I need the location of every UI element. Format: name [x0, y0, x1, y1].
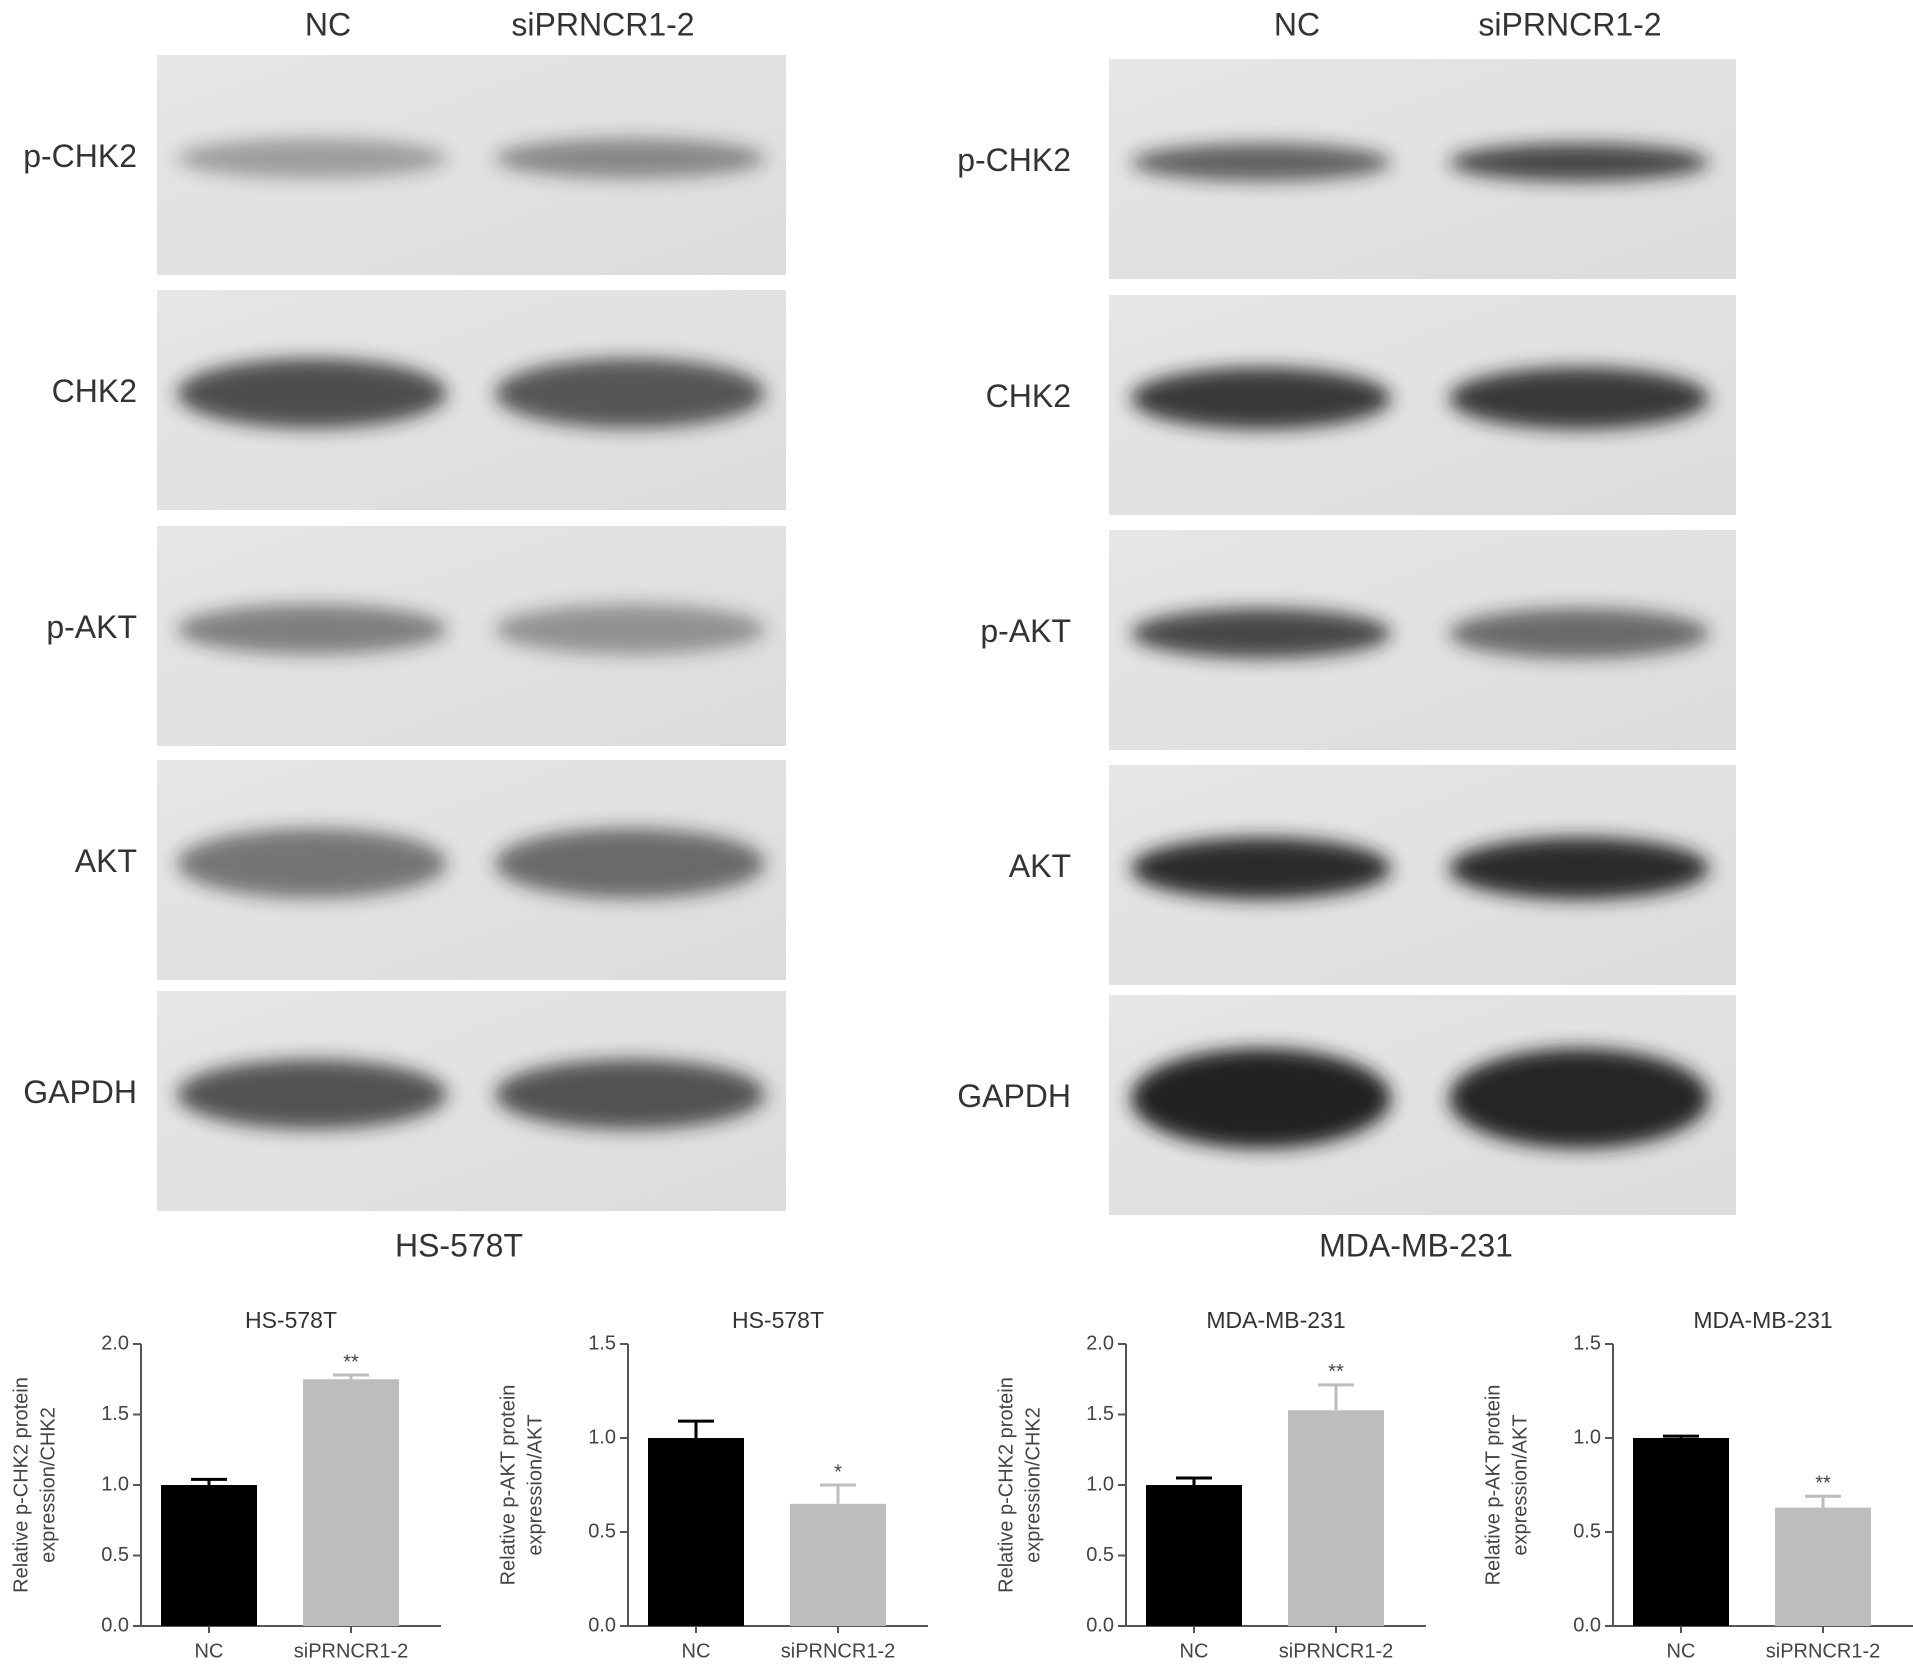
- x-tick-label: siPRNCR1-2: [1766, 1640, 1880, 1662]
- y-tick-label: 0.5: [101, 1544, 129, 1566]
- y-tick-label: 0.0: [1573, 1614, 1601, 1636]
- bar: [790, 1503, 886, 1626]
- bar: [161, 1485, 257, 1626]
- chart-title: HS-578T: [245, 1307, 337, 1333]
- blot-band: [177, 138, 447, 179]
- blot-band: [1131, 1048, 1391, 1149]
- blot-band: [177, 828, 447, 899]
- chart-title: MDA-MB-231: [1693, 1307, 1832, 1333]
- protein-label: GAPDH: [23, 1074, 137, 1110]
- y-axis-label: expression/AKT: [524, 1414, 546, 1555]
- blot-band: [1449, 1048, 1709, 1149]
- y-tick-label: 1.0: [588, 1426, 616, 1448]
- y-tick-label: 1.5: [588, 1332, 616, 1354]
- y-tick-label: 2.0: [1086, 1332, 1114, 1354]
- y-tick-label: 1.0: [1573, 1426, 1601, 1448]
- y-tick-label: 1.5: [101, 1403, 129, 1425]
- chart-title: HS-578T: [732, 1307, 824, 1333]
- bar: [1775, 1507, 1871, 1626]
- significance: **: [343, 1351, 359, 1373]
- lane-label: siPRNCR1-2: [1478, 6, 1661, 42]
- significance: **: [1815, 1473, 1831, 1495]
- blot-band: [495, 138, 765, 179]
- y-axis-label: expression/CHK2: [1022, 1407, 1044, 1563]
- blot-band: [1449, 367, 1709, 430]
- bar: [1633, 1438, 1729, 1626]
- y-tick-label: 0.0: [1086, 1614, 1114, 1636]
- bar: [1288, 1410, 1384, 1626]
- y-axis-label: Relative p-CHK2 protein: [10, 1377, 32, 1593]
- y-axis-label: Relative p-AKT protein: [1482, 1385, 1504, 1586]
- blot-band: [1449, 608, 1709, 659]
- y-tick-label: 2.0: [101, 1332, 129, 1354]
- y-tick-label: 1.5: [1086, 1403, 1114, 1425]
- blot-band: [1131, 608, 1391, 659]
- blot-band: [1131, 367, 1391, 430]
- blot-band: [177, 604, 447, 655]
- blot-band: [177, 1059, 447, 1130]
- protein-label: p-AKT: [46, 609, 137, 645]
- chart-title: MDA-MB-231: [1206, 1307, 1345, 1333]
- y-tick-label: 1.0: [1086, 1473, 1114, 1495]
- protein-label: AKT: [1009, 848, 1071, 884]
- protein-label: AKT: [75, 843, 137, 879]
- bar: [1146, 1485, 1242, 1626]
- protein-label: GAPDH: [957, 1078, 1071, 1114]
- y-axis-label: Relative p-AKT protein: [497, 1385, 519, 1586]
- bar: [303, 1379, 399, 1626]
- cell-line-label: HS-578T: [395, 1227, 523, 1263]
- blot-band: [495, 828, 765, 899]
- blot-band: [495, 604, 765, 655]
- y-axis-label: expression/CHK2: [37, 1407, 59, 1563]
- y-axis-label: expression/AKT: [1509, 1414, 1531, 1555]
- blot-band: [1449, 837, 1709, 900]
- significance: **: [1328, 1361, 1344, 1383]
- y-tick-label: 0.5: [588, 1520, 616, 1542]
- cell-line-label: MDA-MB-231: [1319, 1227, 1513, 1263]
- x-tick-label: siPRNCR1-2: [1279, 1640, 1393, 1662]
- x-tick-label: NC: [1667, 1640, 1696, 1662]
- blot-band: [1131, 837, 1391, 900]
- lane-label: NC: [305, 6, 351, 42]
- protein-label: p-CHK2: [23, 138, 137, 174]
- y-tick-label: 0.5: [1573, 1520, 1601, 1542]
- y-tick-label: 0.0: [588, 1614, 616, 1636]
- protein-label: p-AKT: [980, 613, 1071, 649]
- x-tick-label: NC: [1180, 1640, 1209, 1662]
- y-tick-label: 1.5: [1573, 1332, 1601, 1354]
- blot-band: [495, 358, 765, 429]
- blot-band: [495, 1059, 765, 1130]
- lane-label: siPRNCR1-2: [511, 6, 694, 42]
- blot-band: [1449, 143, 1709, 182]
- significance: *: [834, 1461, 842, 1483]
- protein-label: CHK2: [52, 373, 137, 409]
- blot-band: [177, 358, 447, 429]
- bar: [648, 1438, 744, 1626]
- y-tick-label: 0.0: [101, 1614, 129, 1636]
- x-tick-label: siPRNCR1-2: [294, 1640, 408, 1662]
- lane-label: NC: [1274, 6, 1320, 42]
- y-tick-label: 0.5: [1086, 1544, 1114, 1566]
- protein-label: CHK2: [986, 378, 1071, 414]
- x-tick-label: NC: [682, 1640, 711, 1662]
- x-tick-label: siPRNCR1-2: [781, 1640, 895, 1662]
- y-axis-label: Relative p-CHK2 protein: [995, 1377, 1017, 1593]
- x-tick-label: NC: [195, 1640, 224, 1662]
- y-tick-label: 1.0: [101, 1473, 129, 1495]
- blot-band: [1131, 143, 1391, 182]
- protein-label: p-CHK2: [957, 142, 1071, 178]
